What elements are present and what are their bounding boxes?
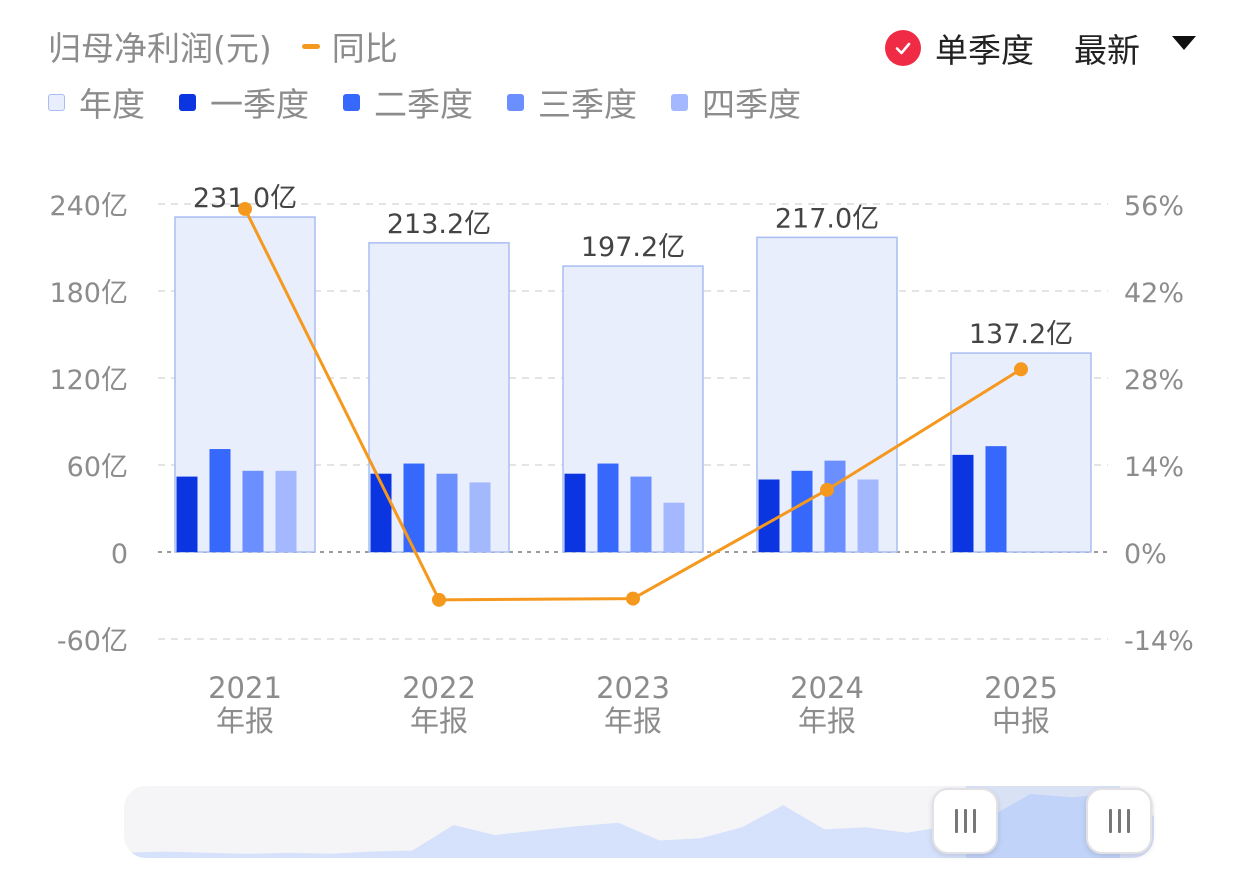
bar-q3[interactable] bbox=[242, 470, 264, 552]
bar-data-label: 137.2亿 bbox=[969, 319, 1073, 350]
bar-data-label: 197.2亿 bbox=[581, 232, 685, 263]
y-right-tick-label: 42% bbox=[1124, 278, 1184, 309]
x-tick-label-period: 中报 bbox=[992, 704, 1050, 738]
bar-data-label: 217.0亿 bbox=[775, 203, 879, 234]
bar-q4[interactable] bbox=[663, 502, 685, 552]
legend-row-bars: 年度 一季度 二季度 三季度 四季度 bbox=[48, 80, 835, 124]
legend-swatch-annual bbox=[48, 93, 65, 111]
single-quarter-label[interactable]: 单季度 bbox=[935, 31, 1034, 70]
x-tick-label-year: 2021 bbox=[208, 671, 282, 705]
legend-item-q4[interactable]: 四季度 bbox=[671, 78, 801, 126]
yoy-point[interactable] bbox=[1014, 362, 1028, 377]
bar-q4[interactable] bbox=[469, 482, 491, 552]
y-left-tick-label: 0 bbox=[111, 539, 128, 570]
x-tick-label-year: 2023 bbox=[596, 671, 670, 705]
yoy-point[interactable] bbox=[432, 592, 446, 607]
dropdown-arrow-icon[interactable] bbox=[1172, 36, 1196, 50]
bar-q1[interactable] bbox=[758, 479, 780, 553]
bar-q1[interactable] bbox=[176, 476, 198, 552]
legend-label-q3: 三季度 bbox=[538, 85, 637, 124]
yoy-point[interactable] bbox=[238, 201, 252, 216]
legend-swatch-q1 bbox=[179, 93, 196, 111]
y-left-tick-label: -60亿 bbox=[57, 626, 128, 657]
bar-q4[interactable] bbox=[857, 479, 879, 553]
bar-annual[interactable] bbox=[950, 352, 1092, 553]
yoy-point[interactable] bbox=[820, 482, 834, 497]
bar-data-label: 213.2亿 bbox=[387, 209, 491, 240]
legend-label-annual: 年度 bbox=[79, 85, 145, 124]
legend-label-q1: 一季度 bbox=[210, 85, 309, 124]
legend-line-label[interactable]: 同比 bbox=[331, 29, 398, 68]
y-right-tick-label: 0% bbox=[1124, 539, 1167, 570]
x-tick-label-period: 年报 bbox=[798, 704, 856, 738]
legend-item-annual[interactable]: 年度 bbox=[48, 78, 145, 126]
legend-line-swatch bbox=[301, 43, 320, 49]
bar-q2[interactable] bbox=[403, 463, 425, 552]
bar-q4[interactable] bbox=[275, 470, 297, 552]
y-left-tick-label: 120亿 bbox=[49, 365, 128, 396]
x-tick-label-period: 年报 bbox=[216, 704, 274, 738]
legend-row-primary: 归母净利润(元) 同比 bbox=[48, 22, 398, 70]
bar-q1[interactable] bbox=[952, 454, 974, 552]
x-tick-label-year: 2024 bbox=[790, 671, 864, 705]
x-tick-label-period: 年报 bbox=[410, 704, 468, 738]
x-tick-label-year: 2022 bbox=[402, 671, 476, 705]
bar-q3[interactable] bbox=[630, 476, 652, 552]
check-icon bbox=[895, 42, 911, 55]
sort-select[interactable]: 最新 bbox=[1074, 31, 1140, 70]
y-right-tick-label: 14% bbox=[1124, 452, 1184, 483]
x-tick-label-year: 2025 bbox=[984, 671, 1058, 705]
bar-q1[interactable] bbox=[564, 473, 586, 552]
bar-q2[interactable] bbox=[985, 446, 1007, 552]
y-right-tick-label: 28% bbox=[1124, 365, 1184, 396]
y-right-tick-label: -14% bbox=[1124, 626, 1194, 657]
bar-q2[interactable] bbox=[209, 449, 231, 552]
legend-item-q3[interactable]: 三季度 bbox=[507, 78, 637, 126]
legend-swatch-q2 bbox=[343, 93, 360, 111]
bar-q2[interactable] bbox=[597, 463, 619, 552]
legend-swatch-q4 bbox=[671, 93, 688, 111]
bar-q3[interactable] bbox=[824, 460, 846, 552]
legend-label-q4: 四季度 bbox=[702, 85, 801, 124]
single-quarter-checkbox[interactable] bbox=[885, 30, 921, 66]
x-tick-label-period: 年报 bbox=[604, 704, 662, 738]
y-left-tick-label: 60亿 bbox=[67, 452, 128, 483]
range-slider[interactable] bbox=[124, 786, 1154, 858]
slider-overview bbox=[124, 786, 1154, 858]
y-left-tick-label: 240亿 bbox=[49, 191, 128, 222]
slider-handle-left[interactable] bbox=[932, 788, 998, 854]
legend-item-q2[interactable]: 二季度 bbox=[343, 78, 473, 126]
bar-q2[interactable] bbox=[791, 470, 813, 552]
legend-swatch-q3 bbox=[507, 93, 524, 111]
slider-overview-area bbox=[124, 794, 1154, 858]
slider-handle-right[interactable] bbox=[1086, 788, 1152, 854]
yoy-point[interactable] bbox=[626, 591, 640, 606]
bar-q3[interactable] bbox=[436, 473, 458, 552]
legend-label-q2: 二季度 bbox=[374, 85, 473, 124]
y-left-tick-label: 180亿 bbox=[49, 278, 128, 309]
net-profit-chart: 240亿180亿120亿60亿0-60亿56%42%28%14%0%-14%23… bbox=[49, 183, 1194, 738]
y-right-tick-label: 56% bbox=[1124, 191, 1184, 222]
chart-title: 归母净利润(元) bbox=[48, 29, 272, 68]
chart-controls: 单季度 最新 bbox=[885, 24, 1196, 72]
legend-item-q1[interactable]: 一季度 bbox=[179, 78, 309, 126]
